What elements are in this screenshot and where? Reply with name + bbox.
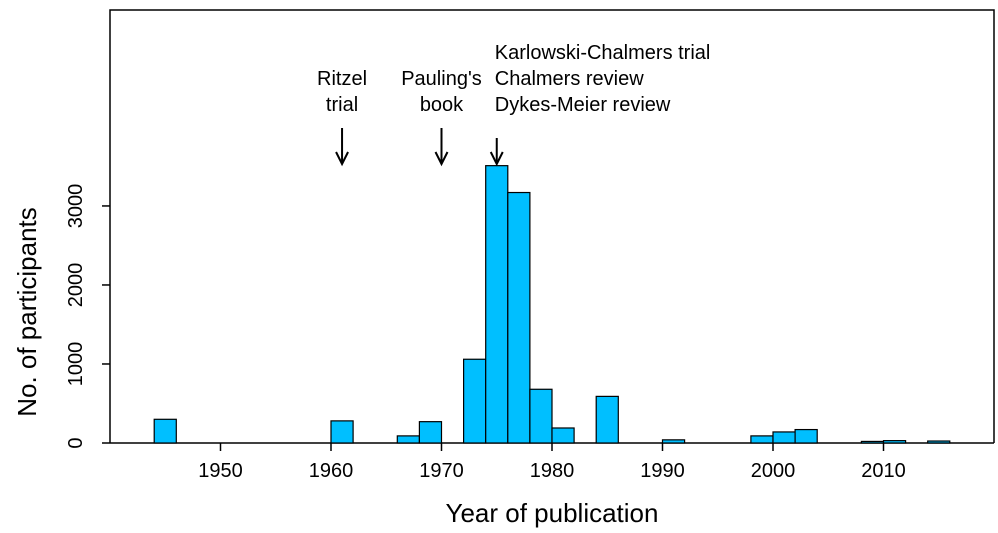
bar bbox=[860, 440, 885, 444]
x-tick-label: 2000 bbox=[751, 460, 796, 482]
annotation-arrowhead bbox=[335, 151, 349, 167]
x-tick-label: 1960 bbox=[309, 460, 354, 482]
annotation-text: trial bbox=[326, 94, 358, 116]
bar bbox=[396, 435, 420, 444]
y-tick-label: 0 bbox=[65, 437, 87, 448]
bar bbox=[485, 165, 509, 444]
y-tick-label: 3000 bbox=[65, 184, 87, 229]
annotation-text: book bbox=[420, 94, 464, 116]
plot-frame bbox=[109, 9, 995, 443]
x-tick-label: 2010 bbox=[861, 460, 906, 482]
y-axis-label: No. of participants bbox=[12, 207, 42, 417]
bar bbox=[463, 358, 487, 444]
bar bbox=[750, 435, 774, 444]
bar bbox=[529, 388, 553, 444]
annotation-text: Karlowski-Chalmers trial bbox=[495, 42, 711, 64]
x-tick-label: 1950 bbox=[198, 460, 243, 482]
bar bbox=[418, 421, 443, 444]
annotation-text: Ritzel bbox=[317, 68, 367, 90]
bar bbox=[330, 420, 354, 444]
x-axis-label: Year of publication bbox=[446, 498, 659, 528]
x-tick-label: 1990 bbox=[640, 460, 685, 482]
y-tick-label: 1000 bbox=[65, 342, 87, 387]
bar bbox=[661, 439, 686, 444]
bar bbox=[794, 428, 818, 444]
y-tick-label: 2000 bbox=[65, 263, 87, 308]
bar bbox=[551, 427, 575, 444]
annotation-arrowhead bbox=[434, 151, 449, 167]
bar bbox=[507, 191, 531, 444]
bar bbox=[927, 440, 951, 444]
bar bbox=[882, 440, 907, 444]
annotation-arrowhead bbox=[489, 151, 504, 167]
annotation-text: Dykes-Meier review bbox=[495, 94, 671, 116]
bar bbox=[595, 395, 619, 444]
x-tick-label: 1970 bbox=[419, 460, 464, 482]
bar bbox=[153, 418, 177, 444]
annotation-text: Pauling's bbox=[401, 68, 482, 90]
bar bbox=[772, 431, 796, 444]
x-tick-label: 1980 bbox=[530, 460, 575, 482]
annotation-text: Chalmers review bbox=[495, 68, 644, 90]
